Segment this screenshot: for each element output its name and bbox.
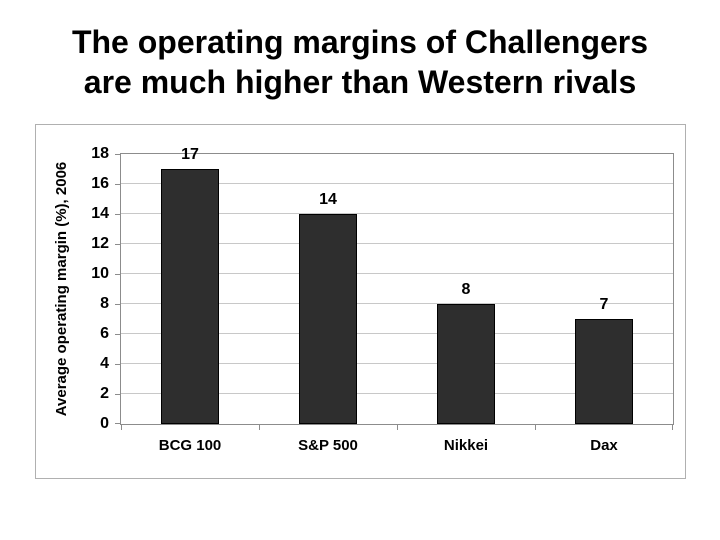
- bar: [437, 304, 495, 424]
- y-axis-tick: [115, 394, 121, 395]
- y-axis-tick: [115, 423, 121, 424]
- gridline: [121, 303, 673, 304]
- y-tick-label: 14: [91, 205, 109, 222]
- x-axis-tick: [121, 424, 122, 430]
- category-label: S&P 500: [298, 437, 358, 454]
- category-label: Dax: [590, 437, 618, 454]
- x-axis-tick: [397, 424, 398, 430]
- bar-value-label: 7: [599, 296, 609, 313]
- gridline: [121, 393, 673, 394]
- x-axis-tick: [535, 424, 536, 430]
- category-label: BCG 100: [158, 437, 222, 454]
- bar: [161, 169, 219, 424]
- y-tick-label: 12: [91, 235, 109, 252]
- bar-value-label: 17: [181, 146, 199, 163]
- bar: [299, 214, 357, 424]
- gridline: [121, 363, 673, 364]
- bar: [575, 319, 633, 424]
- slide-title: The operating margins of Challengers are…: [71, 24, 649, 100]
- y-axis-tick: [115, 214, 121, 215]
- y-axis-title: Average operating margin (%), 2006: [53, 161, 70, 417]
- bar-value-label: 8: [461, 281, 471, 298]
- y-axis-tick: [115, 244, 121, 245]
- y-tick-label: 2: [100, 385, 109, 402]
- y-axis-tick: [115, 154, 121, 155]
- y-tick-label: 10: [91, 265, 109, 282]
- gridline: [121, 183, 673, 184]
- x-axis-tick: [259, 424, 260, 430]
- gridline: [121, 333, 673, 334]
- category-label: Nikkei: [443, 437, 489, 454]
- gridline: [121, 243, 673, 244]
- gridline: [121, 273, 673, 274]
- y-tick-label: 6: [100, 325, 109, 342]
- y-tick-label: 4: [100, 355, 109, 372]
- y-tick-label: 18: [91, 145, 109, 162]
- y-axis-tick: [115, 304, 121, 305]
- y-tick-label: 16: [91, 175, 109, 192]
- y-axis-tick: [115, 364, 121, 365]
- y-tick-label: 8: [100, 295, 109, 312]
- y-axis-tick: [115, 274, 121, 275]
- chart-frame: Average operating margin (%), 2006 0 2 4 6 8…: [35, 124, 686, 479]
- x-axis-tick: [672, 424, 673, 430]
- gridline: [121, 213, 673, 214]
- y-tick-label: 0: [100, 415, 109, 432]
- y-axis-tick: [115, 184, 121, 185]
- bar-value-label: 14: [319, 191, 337, 208]
- y-axis-tick: [115, 334, 121, 335]
- plot-area: 0 2 4 6 8 10 12 14 16 18 17 BCG 100 14 S&P 500 8 Nikkei…: [91, 145, 674, 454]
